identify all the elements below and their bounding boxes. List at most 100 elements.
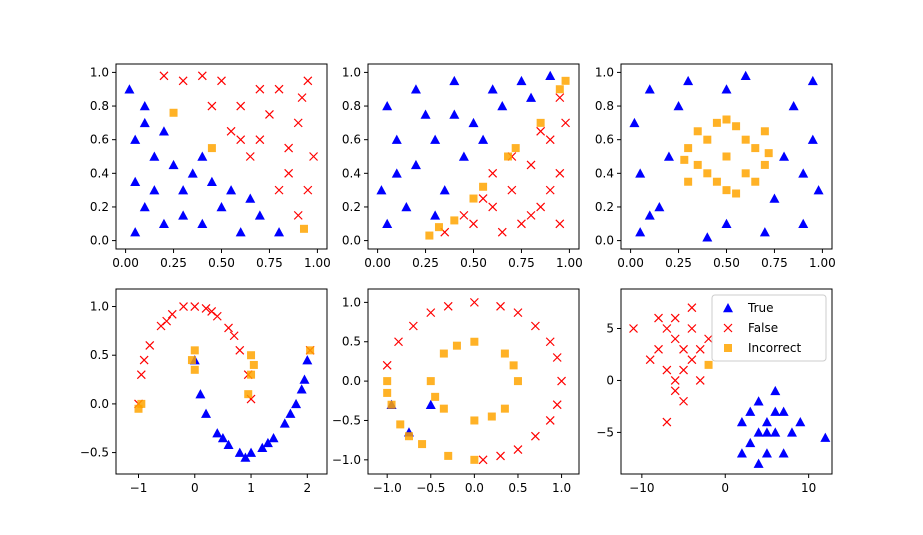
true-point bbox=[216, 201, 227, 212]
false-point bbox=[545, 185, 555, 195]
false-point bbox=[687, 355, 697, 365]
incorrect-point bbox=[487, 412, 496, 421]
true-point bbox=[449, 75, 460, 86]
data-points bbox=[134, 302, 315, 462]
false-point bbox=[478, 455, 488, 465]
incorrect-point bbox=[536, 118, 545, 127]
incorrect-point bbox=[137, 399, 146, 408]
true-point bbox=[759, 227, 770, 237]
true-point bbox=[753, 396, 764, 406]
true-point bbox=[302, 355, 313, 365]
false-point bbox=[695, 344, 705, 354]
true-point bbox=[139, 117, 150, 128]
incorrect-point bbox=[187, 356, 196, 365]
false-point bbox=[303, 76, 313, 86]
true-point bbox=[770, 406, 781, 416]
y-tick-label: −0.5 bbox=[80, 446, 109, 460]
true-point bbox=[468, 117, 479, 128]
false-point bbox=[526, 160, 536, 170]
x-tick-label: −10 bbox=[629, 481, 654, 495]
false-point bbox=[557, 376, 566, 386]
true-point bbox=[168, 159, 179, 170]
false-point bbox=[662, 365, 672, 375]
data-points bbox=[124, 71, 318, 237]
incorrect-point bbox=[684, 177, 693, 186]
subplot-top-right: 0.00 0.25 0.50 0.75 1.00 0.0 0.2 0.4 0.6 0.8 1.0 bbox=[595, 63, 836, 270]
series-incorrect bbox=[425, 76, 570, 240]
legend-label-true: True bbox=[747, 301, 774, 315]
x-tick-label: 2 bbox=[303, 481, 311, 495]
data-points bbox=[629, 303, 831, 468]
true-point bbox=[178, 210, 189, 220]
false-point bbox=[545, 416, 555, 425]
incorrect-point bbox=[439, 349, 448, 358]
incorrect-point bbox=[555, 85, 564, 94]
series-true bbox=[124, 84, 285, 237]
true-point bbox=[745, 406, 756, 416]
incorrect-point bbox=[190, 346, 199, 355]
false-point bbox=[197, 71, 207, 81]
false-point bbox=[704, 334, 713, 344]
y-tick-label: 1.0 bbox=[342, 295, 361, 309]
false-point bbox=[159, 71, 169, 81]
false-point bbox=[536, 126, 546, 136]
incorrect-point bbox=[418, 440, 427, 449]
true-point bbox=[382, 218, 393, 229]
false-point bbox=[293, 210, 303, 220]
y-tick-label: 0.0 bbox=[342, 374, 361, 388]
true-point bbox=[291, 398, 302, 409]
series-incorrect bbox=[134, 346, 315, 413]
false-point bbox=[552, 400, 562, 410]
x-tick-label: 1.00 bbox=[809, 256, 836, 270]
false-point bbox=[265, 110, 274, 119]
legend-marker-incorrect bbox=[724, 344, 732, 352]
false-point bbox=[513, 445, 523, 455]
true-point bbox=[430, 134, 441, 144]
true-point bbox=[761, 417, 772, 427]
incorrect-point bbox=[741, 135, 750, 144]
legend-marker-true bbox=[723, 303, 733, 313]
false-point bbox=[517, 219, 526, 229]
true-point bbox=[673, 101, 684, 111]
incorrect-point bbox=[444, 451, 453, 460]
true-point bbox=[769, 193, 780, 203]
x-tick-label: 0.75 bbox=[508, 256, 535, 270]
true-point bbox=[770, 385, 781, 396]
true-point bbox=[526, 92, 537, 102]
series-true bbox=[376, 70, 556, 229]
series-false bbox=[440, 93, 570, 237]
false-point bbox=[284, 143, 294, 153]
false-point bbox=[662, 417, 672, 427]
true-point bbox=[721, 84, 732, 94]
true-point bbox=[798, 168, 809, 178]
y-tick-label: 0.6 bbox=[595, 133, 614, 147]
incorrect-point bbox=[190, 365, 199, 374]
incorrect-point bbox=[693, 160, 702, 169]
true-point bbox=[778, 448, 789, 458]
x-tick-label: 1.00 bbox=[556, 256, 583, 270]
true-point bbox=[382, 101, 393, 111]
y-tick-label: 1.0 bbox=[90, 65, 109, 79]
false-point bbox=[236, 135, 246, 145]
x-tick-label: 0.5 bbox=[508, 481, 527, 495]
y-tick-label: 1.0 bbox=[595, 65, 614, 79]
true-point bbox=[139, 101, 150, 111]
true-point bbox=[629, 117, 640, 128]
true-point bbox=[644, 210, 655, 220]
incorrect-point bbox=[712, 118, 721, 127]
true-point bbox=[201, 408, 212, 418]
x-tick-label: 0.75 bbox=[256, 256, 283, 270]
incorrect-point bbox=[722, 152, 731, 161]
x-tick-label: 1.0 bbox=[552, 481, 571, 495]
incorrect-point bbox=[470, 416, 479, 425]
x-tick-label: 0.00 bbox=[112, 256, 139, 270]
incorrect-point bbox=[450, 216, 459, 225]
series-true bbox=[629, 70, 824, 242]
false-point bbox=[670, 313, 680, 323]
true-point bbox=[635, 227, 646, 237]
incorrect-point bbox=[764, 149, 773, 158]
false-point bbox=[394, 337, 403, 347]
legend-marker-false bbox=[723, 323, 733, 333]
true-point bbox=[158, 218, 169, 229]
